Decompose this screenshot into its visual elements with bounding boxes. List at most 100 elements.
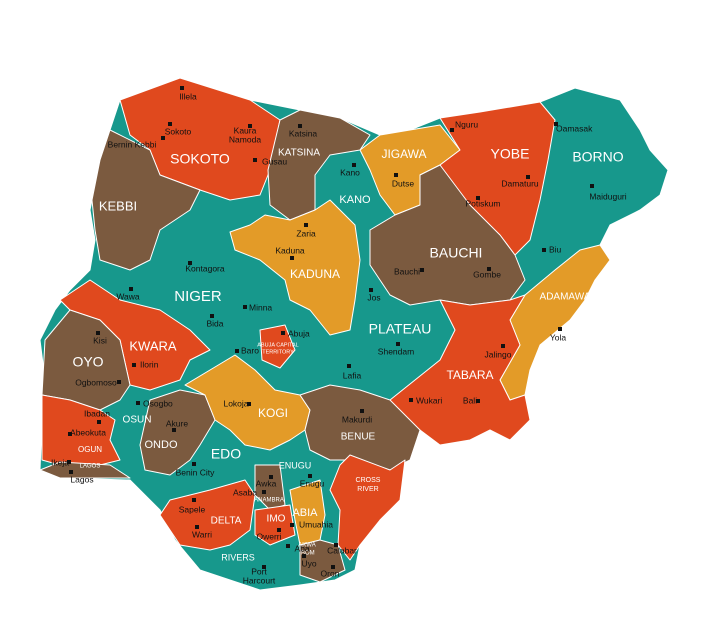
state-label: OYO (72, 354, 103, 370)
city-marker (302, 554, 306, 558)
city-label: Benin City (176, 467, 215, 477)
city-label: Abuja (288, 328, 310, 338)
state-shape (39, 461, 131, 479)
city-marker (501, 344, 505, 348)
city-marker (253, 158, 257, 162)
city-label: Damaturu (501, 178, 539, 188)
state-shape (139, 389, 216, 476)
city-marker (308, 474, 312, 478)
city-label: Wawa (116, 291, 140, 301)
city-label: Akure (166, 418, 188, 428)
state-label: OGUN (78, 445, 102, 454)
city-marker (67, 460, 71, 464)
state-label: RIVERS (221, 552, 255, 562)
city-label: Lagos (70, 474, 93, 484)
city-label: Shendam (378, 346, 414, 356)
city-marker (117, 380, 121, 384)
state-shapes (39, 77, 669, 591)
city-label: Yola (550, 332, 567, 342)
state-label: CROSS (356, 477, 381, 484)
state-shape (267, 109, 371, 221)
state-label: ANAMBRA (254, 498, 284, 504)
state-label: YOBE (491, 146, 530, 162)
city-label: Gusau (262, 156, 287, 166)
state-label: RIVER (357, 486, 378, 493)
state-label: OSUN (123, 415, 152, 426)
city-marker (334, 543, 338, 547)
city-marker (262, 565, 266, 569)
city-label: Bida (206, 318, 223, 328)
city-marker (243, 305, 247, 309)
state-label: BAUCHI (430, 245, 483, 261)
city-label: Bali (463, 395, 477, 405)
city-marker (248, 124, 252, 128)
state-label: BORNO (572, 149, 623, 165)
city-marker (136, 401, 140, 405)
city-marker (420, 268, 424, 272)
city-label: Zaria (296, 228, 316, 238)
state-label: ABUJA CAPITAL (257, 342, 298, 348)
city-marker (96, 331, 100, 335)
city-marker (304, 223, 308, 227)
city-label: Owerri (256, 531, 281, 541)
city-label: Nguru (455, 119, 478, 129)
city-marker (554, 122, 558, 126)
state-shape (159, 479, 256, 551)
city-marker (394, 173, 398, 177)
city-label: Lokoja (223, 398, 248, 408)
state-shape (389, 294, 531, 446)
city-label: Warri (192, 529, 212, 539)
city-label: Sapele (179, 504, 206, 514)
state-label: SOKOTO (170, 151, 230, 167)
city-label: Asaba (233, 487, 257, 497)
city-label: Port (251, 566, 267, 576)
city-marker (129, 287, 133, 291)
state-label: KANO (339, 194, 371, 206)
state-label: ONDO (145, 439, 178, 451)
state-label: PLATEAU (369, 321, 432, 337)
city-label: Aba (294, 543, 309, 553)
state-label: TERRITORY (262, 350, 294, 356)
city-marker (262, 490, 266, 494)
city-label: Minna (249, 302, 272, 312)
city-marker (360, 409, 364, 413)
city-label: Uyo (301, 558, 316, 568)
city-marker (347, 364, 351, 368)
state-label: ENUGU (279, 460, 312, 470)
city-label: Ogbomoso (75, 377, 117, 387)
city-label: Abeokuta (70, 427, 106, 437)
city-marker (290, 523, 294, 527)
city-label: Bernin Kebbi (108, 139, 157, 149)
city-marker (235, 349, 239, 353)
city-label: Illela (179, 91, 197, 101)
city-label: Jalingo (485, 349, 512, 359)
state-label: KADUNA (290, 267, 340, 281)
city-marker (132, 363, 136, 367)
city-marker (298, 124, 302, 128)
city-marker (277, 528, 281, 532)
city-marker (396, 342, 400, 346)
state-label: IMO (267, 514, 286, 525)
state-shape (41, 394, 121, 466)
city-marker (210, 314, 214, 318)
city-label: Calabar (327, 545, 357, 555)
state-shape (259, 324, 296, 369)
city-marker (590, 184, 594, 188)
state-label: AKWA (298, 543, 315, 549)
city-marker (68, 432, 72, 436)
city-label: Makurdi (342, 414, 372, 424)
city-label: Osogbo (143, 398, 173, 408)
state-shape (254, 504, 296, 546)
city-marker (188, 261, 192, 265)
city-label: Oamasak (556, 123, 593, 133)
city-marker (192, 462, 196, 466)
city-label: Kaura (234, 125, 257, 135)
state-label: TABARA (446, 368, 493, 382)
city-label: Ilorin (140, 359, 159, 369)
city-marker (168, 122, 172, 126)
city-marker (476, 399, 480, 403)
city-label: Katsina (289, 128, 318, 138)
city-marker (558, 327, 562, 331)
city-marker (281, 331, 285, 335)
